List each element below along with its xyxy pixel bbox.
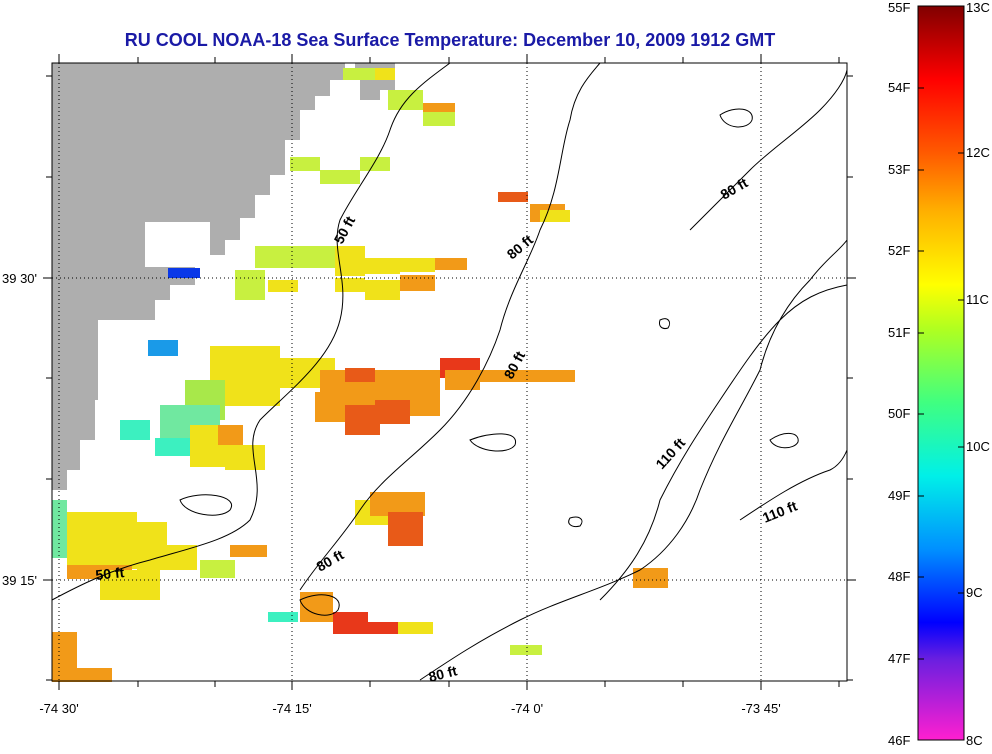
colorbar-c-label: 9C	[966, 585, 983, 600]
sst-pixel	[52, 632, 77, 682]
colorbar-f-label: 49F	[888, 488, 911, 503]
sst-pixel	[375, 68, 395, 80]
colorbar-f-label: 54F	[888, 80, 911, 95]
sst-pixel	[410, 392, 440, 416]
sst-pixel	[400, 275, 435, 291]
colorbar-f-label: 53F	[888, 162, 911, 177]
colorbar	[917, 5, 965, 741]
contour-label: 80 ft	[427, 662, 459, 685]
colorbar-f-label: 52F	[888, 243, 911, 258]
sst-pixel	[365, 258, 400, 274]
sst-pixel	[345, 368, 375, 382]
sst-pixel	[300, 592, 333, 622]
sst-pixel	[343, 68, 375, 80]
sst-pixel	[137, 522, 167, 570]
colorbar-c-label: 10C	[966, 439, 990, 454]
contour-shoal-1	[179, 494, 233, 516]
sst-pixel	[423, 112, 455, 126]
sst-pixel	[120, 420, 150, 440]
sst-pixel	[510, 645, 542, 655]
contour-island-3	[659, 318, 671, 329]
colorbar-c-label: 11C	[966, 292, 989, 307]
sst-pixel	[255, 246, 335, 268]
sst-pixel	[268, 612, 298, 622]
contour-island-1	[719, 108, 753, 128]
sst-pixel	[368, 622, 398, 634]
contour-shoal-3	[299, 594, 340, 616]
sst-pixel	[333, 612, 368, 634]
lat-lon-grid	[52, 63, 847, 681]
y-tick-label: 39 15'	[2, 573, 37, 588]
colorbar-c-label: 12C	[966, 145, 990, 160]
contour-island-2	[769, 433, 799, 449]
x-tick-label: -74 15'	[272, 701, 311, 716]
colorbar-c-label: 13C	[966, 0, 990, 15]
sst-pixel	[290, 157, 320, 171]
contour-110ft	[599, 284, 848, 601]
x-tick-label: -74 30'	[39, 701, 78, 716]
sst-pixel	[335, 246, 365, 276]
colorbar-f-label: 51F	[888, 325, 911, 340]
sst-pixel	[218, 425, 243, 445]
sst-pixel	[268, 280, 298, 292]
sst-pixel	[168, 268, 200, 278]
tick-marks	[43, 54, 856, 690]
bathymetry-contours	[51, 62, 848, 681]
sst-pixel	[388, 90, 423, 110]
contour-shoal-2	[469, 433, 516, 452]
sst-pixel	[360, 157, 390, 171]
y-tick-label: 39 30'	[2, 271, 37, 286]
colorbar-f-label: 48F	[888, 569, 911, 584]
sst-pixel	[498, 192, 528, 202]
colorbar-f-label: 47F	[888, 651, 911, 666]
contour-50ft-north	[51, 62, 451, 601]
sst-pixel	[155, 438, 190, 456]
map-title: RU COOL NOAA-18 Sea Surface Temperature:…	[124, 30, 776, 50]
colorbar-ticks	[918, 87, 964, 660]
sst-pixel	[320, 170, 360, 184]
sst-pixel	[375, 400, 410, 424]
sst-pixel	[225, 445, 265, 470]
sst-pixel	[398, 622, 433, 634]
sst-pixel	[435, 258, 467, 270]
sst-pixel	[388, 512, 423, 546]
colorbar-f-label: 46F	[888, 733, 911, 748]
colorbar-f-label: 50F	[888, 406, 911, 421]
contour-80ft-west	[299, 62, 601, 591]
sst-pixel	[52, 500, 67, 558]
x-tick-label: -74 0'	[511, 701, 543, 716]
sst-pixel	[230, 545, 267, 557]
sst-pixel	[335, 278, 365, 292]
contour-island-4	[568, 516, 583, 527]
sst-pixel	[167, 545, 197, 570]
sst-pixel	[400, 258, 435, 272]
sst-pixel	[77, 668, 112, 682]
colorbar-c-label: 8C	[966, 733, 983, 748]
sst-pixel	[345, 405, 380, 435]
sst-pixel	[235, 270, 265, 300]
sst-pixel	[445, 370, 480, 390]
sst-pixel	[653, 568, 668, 578]
sst-pixel	[390, 370, 435, 384]
sst-pixel	[67, 512, 137, 557]
land-inlets	[98, 222, 210, 400]
contour-label: 50 ft	[95, 564, 126, 583]
contour-80ft-east	[419, 239, 848, 681]
contour-80ft-ne	[689, 69, 848, 231]
x-tick-label: -73 45'	[741, 701, 780, 716]
sst-pixel	[200, 560, 235, 578]
sst-pixel	[365, 280, 400, 300]
sst-pixel	[100, 570, 160, 600]
sst-pixel	[148, 340, 178, 356]
contour-110ft-east	[739, 449, 848, 521]
colorbar-f-label: 55F	[888, 0, 911, 15]
